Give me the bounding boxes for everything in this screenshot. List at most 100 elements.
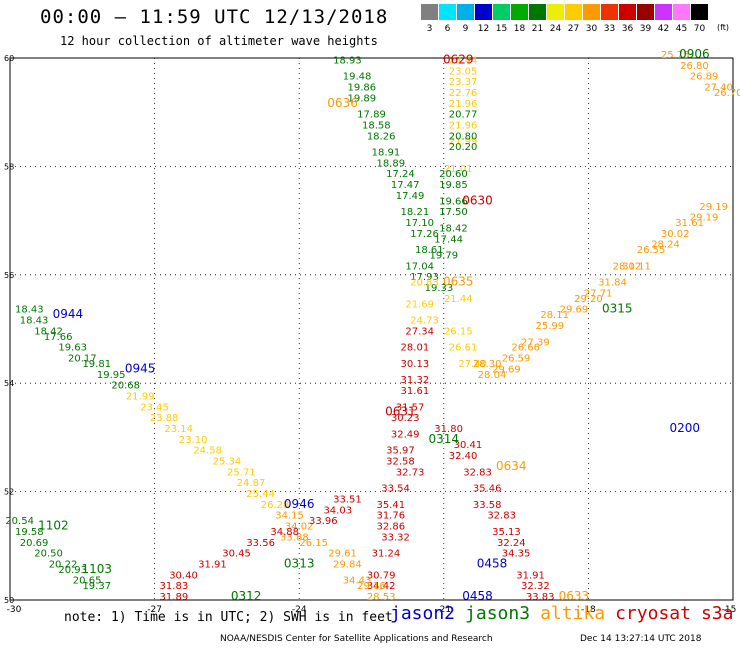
wave-height-value: 28.01 <box>401 343 430 354</box>
wave-height-value: 20.60 <box>439 169 468 180</box>
wave-height-value: 30.45 <box>222 549 251 560</box>
wave-height-value: 20.20 <box>449 142 478 153</box>
pass-time-label: 0633 <box>559 589 590 603</box>
wave-height-value: 18.93 <box>333 55 362 66</box>
wave-height-value: 17.66 <box>44 332 73 343</box>
wave-height-value: 18.89 <box>376 158 405 169</box>
lon-tick-label: -18 <box>581 605 596 615</box>
wave-height-value: 20.68 <box>111 381 140 392</box>
wave-height-value: 18.91 <box>372 148 401 159</box>
wave-height-value: 34.42 <box>367 581 396 592</box>
pass-time-label: 0944 <box>53 307 84 321</box>
wave-height-value: 19.33 <box>425 283 454 294</box>
wave-height-value: 20.65 <box>73 576 102 587</box>
wave-height-value: 23.45 <box>140 402 169 413</box>
legend-level-label: 12 <box>477 24 490 34</box>
lat-tick-label: 50 <box>4 596 14 605</box>
wave-height-value: 19.58 <box>15 527 44 538</box>
satellite-altika: altika <box>540 603 606 624</box>
wave-height-value: 26.55 <box>637 245 666 256</box>
wave-height-value: 31.91 <box>198 559 227 570</box>
wave-height-value: 20.80 <box>449 131 478 142</box>
wave-height-value: 18.58 <box>362 120 391 131</box>
wave-height-value: 32.32 <box>521 581 550 592</box>
wave-height-value: 21.99 <box>126 391 155 402</box>
satellite-legend: jason2 jason3 altika cryosat s3a <box>390 603 740 624</box>
wave-height-value: 20.50 <box>34 549 63 560</box>
wave-height-value: 31.32 <box>401 375 430 386</box>
wave-height-value: 32.86 <box>376 522 405 533</box>
wave-height-value: 23.05 <box>449 66 478 77</box>
wave-height-value: 34.03 <box>323 505 352 516</box>
lat-tick-label: 54 <box>4 379 14 388</box>
wave-height-value: 20.22 <box>49 559 78 570</box>
pass-time-label: 0315 <box>602 302 633 316</box>
wave-height-value: 17.93 <box>410 272 439 283</box>
wave-height-value: 30.23 <box>391 413 420 424</box>
wave-height-value: 32.83 <box>463 467 492 478</box>
wave-height-value: 18.42 <box>439 223 468 234</box>
lon-tick-label: -27 <box>147 605 162 615</box>
wave-height-value: 29.69 <box>560 305 589 316</box>
wave-height-value: 19.66 <box>439 196 468 207</box>
legend-level-label: 39 <box>639 24 652 34</box>
pass-time-label: 0312 <box>231 589 262 603</box>
wave-height-value: 20.69 <box>20 538 49 549</box>
pass-time-label: 1103 <box>81 562 112 576</box>
wave-height-value: 33.54 <box>381 484 410 495</box>
pass-time-label: 0906 <box>679 47 710 61</box>
satellite-jason2: jason2 <box>390 603 456 624</box>
wave-height-value: 34.43 <box>343 576 372 587</box>
lat-tick-label: 58 <box>4 162 14 171</box>
pass-time-label: 0630 <box>462 193 493 207</box>
wave-height-value: 18.21 <box>401 207 430 218</box>
wave-height-value: 17.24 <box>386 169 415 180</box>
wave-height-value: 27.34 <box>405 326 434 337</box>
wave-height-value: 34.15 <box>275 511 304 522</box>
wave-height-value: 29.16 <box>357 581 386 592</box>
wave-height-value: 26.15 <box>444 326 473 337</box>
wave-height-value: 30.41 <box>454 440 483 451</box>
wave-height-value: 34.35 <box>502 549 531 560</box>
legend-level-label: 36 <box>621 24 634 34</box>
wave-height-value: 24.87 <box>237 478 266 489</box>
wave-height-value: 35.97 <box>386 446 415 457</box>
legend-level-label: 42 <box>657 24 670 34</box>
wave-height-value: 24.73 <box>410 316 439 327</box>
legend-swatch <box>547 4 564 20</box>
wave-height-value: 26.15 <box>299 538 328 549</box>
wave-height-value: 32.49 <box>391 429 420 440</box>
wave-height-value: 29.19 <box>690 213 719 224</box>
pass-time-label: 0314 <box>429 432 460 446</box>
wave-height-value: 17.44 <box>434 234 463 245</box>
wave-height-value: 25.44 <box>246 489 275 500</box>
legend-swatch <box>673 4 690 20</box>
lon-tick-label: -30 <box>7 605 22 615</box>
wave-height-value: 31.84 <box>598 278 627 289</box>
lon-tick-label: -15 <box>722 605 737 615</box>
wave-height-value: 19.85 <box>439 180 468 191</box>
satellite-s3a: s3a <box>700 603 734 624</box>
wave-height-value: 31.80 <box>434 424 463 435</box>
wave-height-value: 19.89 <box>348 93 377 104</box>
wave-height-value: 26.28 <box>261 500 290 511</box>
wave-height-value: 19.63 <box>58 343 87 354</box>
wave-height-value: 21.44 <box>444 294 473 305</box>
wave-height-value: 33.56 <box>246 538 275 549</box>
wave-height-value: 23.44 <box>449 55 478 66</box>
wave-height-value: 17.10 <box>405 218 434 229</box>
wave-height-value: 21.69 <box>405 299 434 310</box>
wave-height-value: 18.42 <box>34 326 63 337</box>
wave-height-value: 26.89 <box>690 72 719 83</box>
wave-height-value: 21.99 <box>449 137 478 148</box>
lat-tick-label: 60 <box>4 54 14 63</box>
wave-height-value: 17.49 <box>396 191 425 202</box>
legend-swatch <box>475 4 492 20</box>
wave-height-value: 25.34 <box>213 457 242 468</box>
pass-time-label: 0458 <box>462 589 493 603</box>
wave-height-value: 32.40 <box>449 451 478 462</box>
pass-time-label: 0634 <box>496 459 527 473</box>
wave-height-value: 33.88 <box>280 532 309 543</box>
lon-tick-label: -24 <box>292 605 307 615</box>
wave-height-value: 20.17 <box>68 354 97 365</box>
